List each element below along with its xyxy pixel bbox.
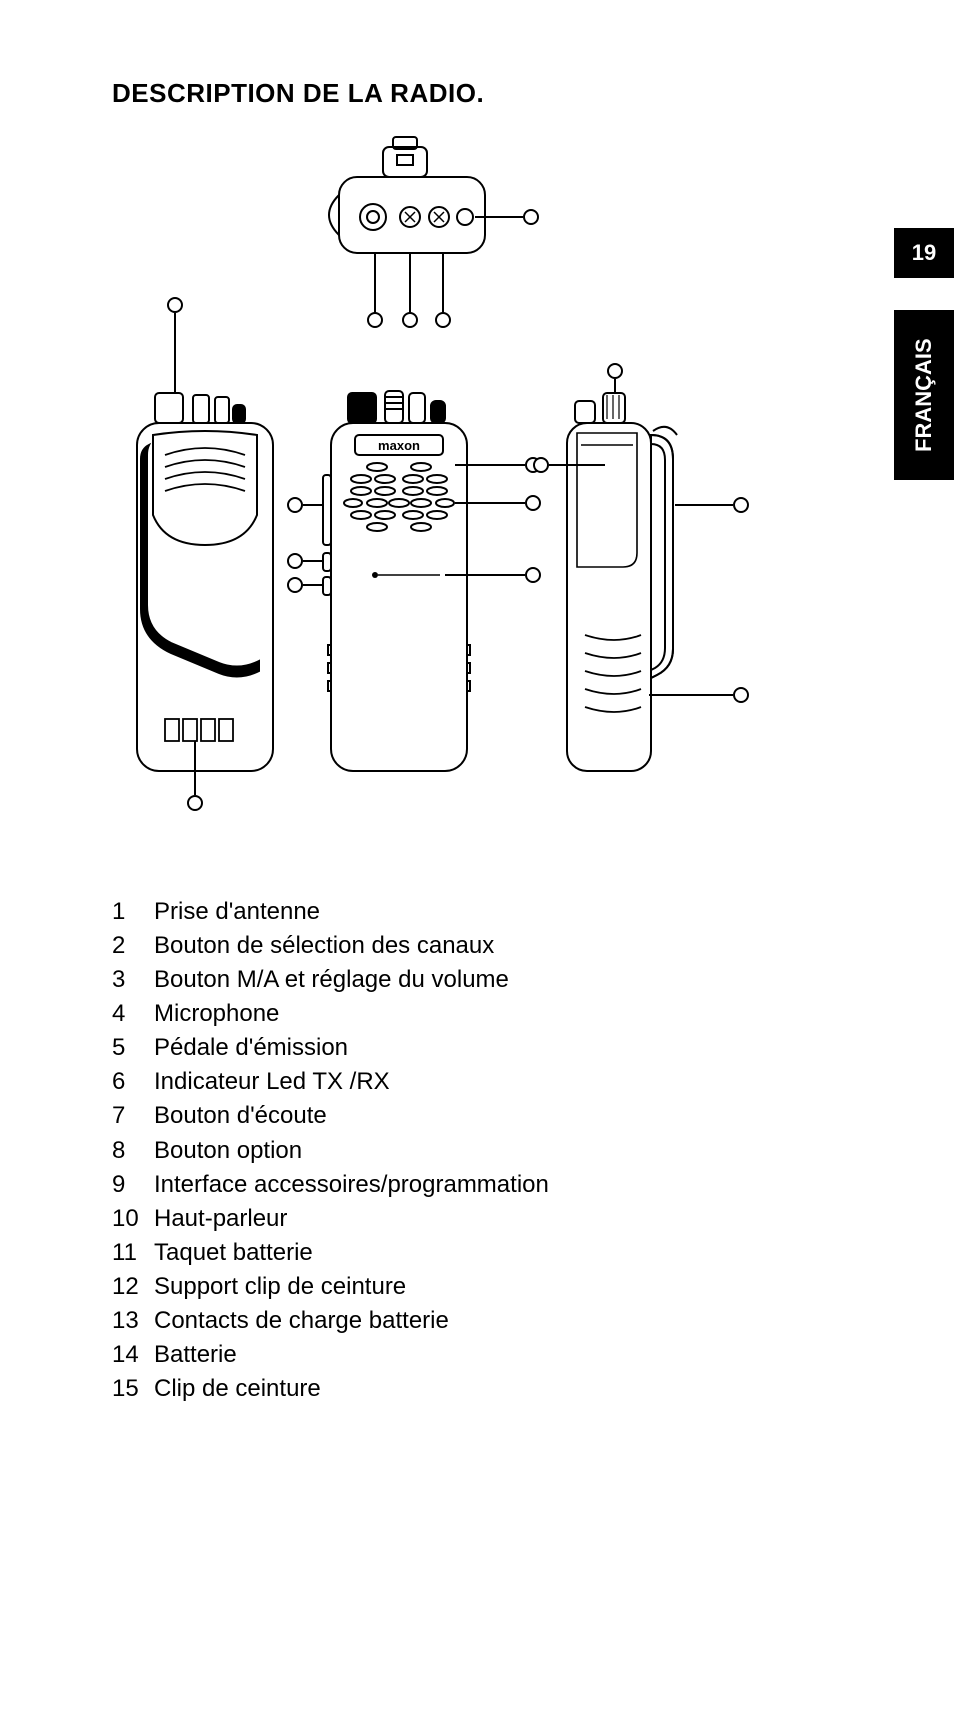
legend-row: 4Microphone — [112, 997, 549, 1031]
legend-row: 10Haut-parleur — [112, 1202, 549, 1236]
legend-label: Bouton M/A et réglage du volume — [154, 963, 509, 997]
legend-num: 3 — [112, 963, 154, 997]
legend-num: 11 — [112, 1236, 154, 1270]
legend-num: 1 — [112, 895, 154, 929]
legend-label: Interface accessoires/programmation — [154, 1168, 549, 1202]
legend-row: 14Batterie — [112, 1338, 549, 1372]
legend-num: 9 — [112, 1168, 154, 1202]
legend-label: Bouton d'écoute — [154, 1099, 327, 1133]
legend-row: 13Contacts de charge batterie — [112, 1304, 549, 1338]
page-number-tab: 19 — [894, 228, 954, 278]
legend-row: 8Bouton option — [112, 1134, 549, 1168]
page-title: DESCRIPTION DE LA RADIO. — [112, 78, 484, 109]
brand-label: maxon — [378, 438, 420, 453]
legend-row: 15Clip de ceinture — [112, 1372, 549, 1406]
legend-row: 11Taquet batterie — [112, 1236, 549, 1270]
legend-num: 13 — [112, 1304, 154, 1338]
legend-label: Prise d'antenne — [154, 895, 320, 929]
language-tab: FRANÇAIS — [894, 310, 954, 480]
radio-side-view — [534, 364, 748, 771]
radio-diagram: maxon — [105, 135, 785, 835]
legend-num: 2 — [112, 929, 154, 963]
legend-num: 5 — [112, 1031, 154, 1065]
legend-row: 2Bouton de sélection des canaux — [112, 929, 549, 963]
legend-num: 4 — [112, 997, 154, 1031]
legend-row: 12Support clip de ceinture — [112, 1270, 549, 1304]
legend-label: Contacts de charge batterie — [154, 1304, 449, 1338]
legend-label: Bouton de sélection des canaux — [154, 929, 494, 963]
legend-num: 15 — [112, 1372, 154, 1406]
legend-label: Batterie — [154, 1338, 237, 1372]
legend-label: Pédale d'émission — [154, 1031, 348, 1065]
legend-row: 6Indicateur Led TX /RX — [112, 1065, 549, 1099]
legend-label: Bouton option — [154, 1134, 302, 1168]
legend-row: 7Bouton d'écoute — [112, 1099, 549, 1133]
legend-row: 1Prise d'antenne — [112, 895, 549, 929]
legend-label: Indicateur Led TX /RX — [154, 1065, 390, 1099]
legend-row: 3Bouton M/A et réglage du volume — [112, 963, 549, 997]
legend-num: 7 — [112, 1099, 154, 1133]
parts-legend: 1Prise d'antenne 2Bouton de sélection de… — [112, 895, 549, 1406]
legend-label: Clip de ceinture — [154, 1372, 321, 1406]
radio-top-view — [329, 137, 538, 327]
legend-num: 14 — [112, 1338, 154, 1372]
radio-front-view: maxon — [288, 391, 540, 771]
legend-row: 5Pédale d'émission — [112, 1031, 549, 1065]
legend-num: 8 — [112, 1134, 154, 1168]
legend-label: Haut-parleur — [154, 1202, 287, 1236]
radio-back-view — [105, 298, 273, 810]
legend-row: 9Interface accessoires/programmation — [112, 1168, 549, 1202]
legend-label: Support clip de ceinture — [154, 1270, 406, 1304]
legend-label: Microphone — [154, 997, 279, 1031]
legend-num: 12 — [112, 1270, 154, 1304]
legend-label: Taquet batterie — [154, 1236, 313, 1270]
legend-num: 6 — [112, 1065, 154, 1099]
legend-num: 10 — [112, 1202, 154, 1236]
